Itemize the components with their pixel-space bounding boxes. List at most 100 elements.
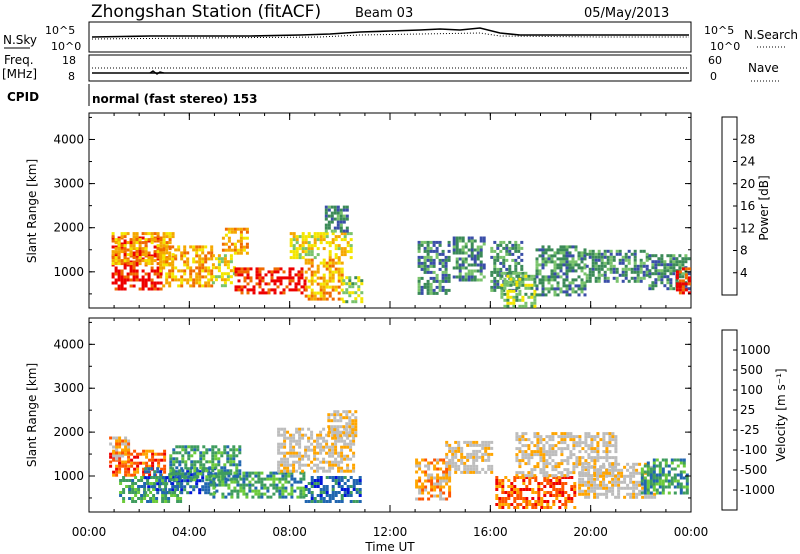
power-data-cell <box>211 254 215 258</box>
power-data-cell <box>171 232 175 236</box>
power-data-cell <box>343 238 347 242</box>
velocity-data-cell <box>552 476 556 479</box>
velocity-data-cell <box>558 482 562 485</box>
velocity-data-cell <box>226 478 230 482</box>
power-data-cell <box>502 255 506 259</box>
power-data-cell <box>571 269 575 273</box>
velocity-data-cell <box>310 479 314 482</box>
velocity-data-cell <box>302 471 306 475</box>
velocity-data-cell <box>142 461 146 465</box>
velocity-data-cell <box>339 416 343 420</box>
velocity-data-cell <box>596 435 600 439</box>
power-data-cell <box>648 284 652 288</box>
power-data-cell <box>675 278 679 282</box>
power-data-cell <box>313 294 317 298</box>
velocity-data-cell <box>569 456 573 460</box>
velocity-data-cell <box>635 480 639 484</box>
velocity-data-cell <box>602 456 606 460</box>
velocity-data-cell <box>331 442 335 446</box>
power-data-cell <box>129 253 133 257</box>
velocity-data-cell <box>542 444 546 448</box>
velocity-data-cell <box>661 488 665 492</box>
velocity-data-cell <box>539 459 543 463</box>
power-data-cell <box>615 270 619 274</box>
velocity-data-cell <box>284 486 288 490</box>
velocity-data-cell <box>530 456 534 460</box>
power-data-cell <box>684 276 688 280</box>
velocity-data-cell <box>242 492 246 496</box>
velocity-data-cell <box>299 486 303 490</box>
velocity-data-cell <box>442 476 446 480</box>
velocity-colorbar-tick-label: -1000 <box>740 483 775 497</box>
velocity-data-cell <box>590 474 594 478</box>
velocity-data-cell <box>560 438 564 442</box>
velocity-data-cell <box>561 503 565 506</box>
velocity-data-cell <box>349 445 353 449</box>
power-data-cell <box>246 267 250 271</box>
velocity-data-cell <box>581 447 585 451</box>
power-data-cell <box>621 279 625 283</box>
velocity-data-cell <box>448 443 452 447</box>
power-data-cell <box>550 248 554 252</box>
velocity-data-cell <box>328 476 332 479</box>
velocity-data-cell <box>552 485 556 488</box>
velocity-data-cell <box>202 457 206 461</box>
velocity-data-cell <box>451 455 455 459</box>
power-data-cell <box>147 287 151 291</box>
velocity-data-cell <box>278 486 282 490</box>
power-data-cell <box>429 246 433 250</box>
power-data-cell <box>580 269 584 273</box>
velocity-data-cell <box>558 488 562 491</box>
power-data-cell <box>168 232 172 236</box>
power-data-cell <box>618 252 622 256</box>
velocity-data-cell <box>269 483 273 487</box>
velocity-data-cell <box>516 491 520 494</box>
power-data-cell <box>500 289 504 293</box>
power-data-cell <box>515 286 519 290</box>
power-data-cell <box>183 251 187 255</box>
velocity-data-cell <box>330 413 334 417</box>
velocity-data-cell <box>343 433 347 437</box>
velocity-data-cell <box>295 454 299 458</box>
power-data-cell <box>232 272 236 276</box>
power-data-cell <box>464 266 468 270</box>
velocity-data-cell <box>310 497 314 500</box>
power-data-cell <box>348 279 352 283</box>
velocity-data-cell <box>442 491 446 495</box>
power-data-cell <box>198 254 202 258</box>
power-data-cell <box>556 257 560 261</box>
power-patch <box>417 240 451 295</box>
velocity-data-cell <box>313 448 317 452</box>
power-data-cell <box>527 295 531 299</box>
power-data-cell <box>666 275 670 279</box>
power-data-cell <box>568 293 572 297</box>
velocity-data-cell <box>593 495 597 499</box>
velocity-data-cell <box>632 492 636 496</box>
power-data-cell <box>319 288 323 292</box>
power-data-cell <box>141 278 145 282</box>
power-data-cell <box>345 300 349 304</box>
power-data-cell <box>455 260 459 264</box>
velocity-data-cell <box>570 485 574 488</box>
velocity-data-cell <box>121 448 125 452</box>
velocity-data-cell <box>569 432 573 436</box>
power-data-cell <box>553 254 557 258</box>
power-data-cell <box>603 261 607 265</box>
power-data-cell <box>224 242 228 246</box>
power-data-cell <box>301 238 305 242</box>
velocity-data-cell <box>310 476 314 479</box>
x-tick-label: 04:00 <box>172 525 207 539</box>
velocity-data-cell <box>584 474 588 478</box>
power-data-cell <box>331 258 335 262</box>
power-data-cell <box>340 267 344 271</box>
velocity-data-cell <box>199 463 203 467</box>
power-data-cell <box>464 260 468 264</box>
velocity-data-cell <box>304 454 308 458</box>
power-data-cell <box>423 258 427 262</box>
power-data-cell <box>553 278 557 282</box>
velocity-data-cell <box>287 474 291 478</box>
velocity-data-cell <box>319 451 323 455</box>
velocity-data-cell <box>201 479 205 483</box>
power-data-cell <box>562 260 566 264</box>
nsky-trace <box>91 27 689 38</box>
